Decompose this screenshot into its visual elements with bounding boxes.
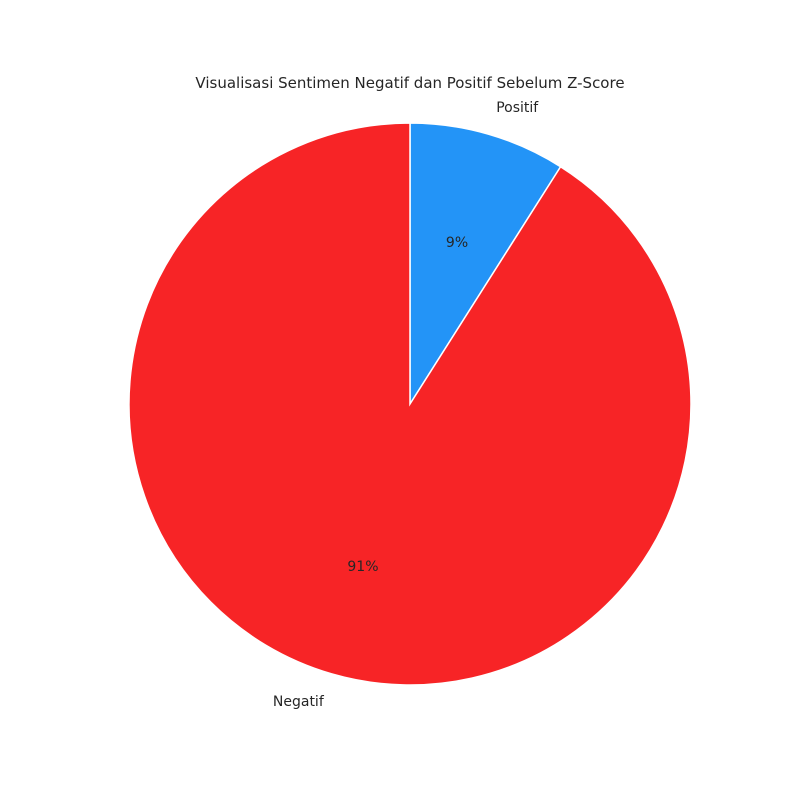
slice-percent-negatif: 91%: [347, 559, 378, 575]
chart-title: Visualisasi Sentimen Negatif dan Positif…: [195, 74, 624, 92]
pie-labels: Positif 9% Negatif 91%: [273, 100, 539, 710]
pie-slices: [128, 122, 692, 686]
slice-label-negatif: Negatif: [273, 694, 325, 710]
slice-label-positif: Positif: [496, 100, 539, 116]
pie-slice-negatif: [128, 122, 692, 686]
slice-percent-positif: 9%: [446, 235, 468, 251]
pie-slice-positif: [409, 122, 562, 407]
